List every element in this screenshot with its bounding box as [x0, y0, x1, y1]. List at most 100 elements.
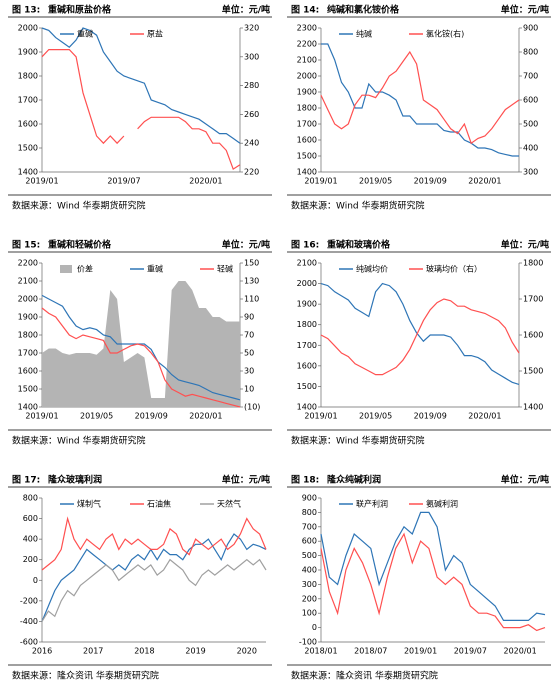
y-tick-label: 700 — [302, 522, 317, 531]
y-tick-label: 1800 — [18, 331, 38, 340]
y-tick-label: -600 — [20, 638, 38, 647]
y-tick-label: 600 — [302, 537, 317, 546]
y2-tick-label: 1800 — [523, 259, 543, 268]
unit-label: 单位：元/吨 — [222, 239, 270, 251]
x-tick-label: 2020/01 — [189, 412, 222, 421]
x-tick-label: 2018/07 — [354, 647, 387, 656]
x-tick-label: 2018/01 — [304, 647, 337, 656]
y-tick-label: 800 — [302, 508, 317, 517]
x-tick-label: 2019/07 — [454, 647, 487, 656]
y-tick-label: 400 — [302, 566, 317, 575]
legend-label: 纯碱均价 — [356, 264, 388, 274]
y-tick-label: 800 — [23, 494, 38, 503]
legend-label: 天然气 — [217, 499, 241, 509]
y-tick-label: 1800 — [18, 72, 38, 81]
x-tick-label: 2020 — [237, 647, 257, 656]
y-tick-label: 1500 — [18, 385, 38, 394]
legend-label: 价差 — [77, 264, 93, 274]
y-tick-label: 200 — [23, 555, 38, 564]
x-tick-label: 2019/05 — [359, 177, 392, 186]
y2-tick-label: 280 — [244, 81, 259, 90]
x-tick-label: 2019/09 — [414, 412, 447, 421]
x-tick-label: 2020/01 — [468, 177, 501, 186]
y-tick-label: 600 — [23, 514, 38, 523]
y2-tick-label: 150 — [244, 259, 259, 268]
y-tick-label: 2100 — [297, 56, 317, 65]
legend-swatch — [60, 265, 72, 273]
legend-label: 氨碱利润 — [426, 499, 458, 509]
y2-tick-label: 600 — [523, 96, 538, 105]
y-tick-label: 1400 — [18, 168, 38, 177]
x-tick-label: 2019/01 — [304, 412, 337, 421]
x-tick-label: 2019/07 — [107, 177, 140, 186]
line-series — [320, 532, 546, 632]
y2-tick-label: 1500 — [523, 367, 543, 376]
legend-label: 轻碱 — [217, 264, 233, 274]
y-tick-label: -200 — [20, 596, 38, 605]
y-tick-label: 2000 — [18, 24, 38, 33]
y2-tick-label: 30 — [244, 367, 254, 376]
y2-tick-label: 400 — [523, 144, 538, 153]
y-tick-label: 1400 — [297, 403, 317, 412]
x-tick-label: 2018 — [134, 647, 154, 656]
y-tick-label: 1700 — [297, 341, 317, 350]
legend-label: 重碱 — [77, 29, 93, 39]
figure-label: 图 15: — [12, 240, 40, 251]
source-note: 数据来源：Wind 华泰期货研究院 — [12, 435, 145, 447]
legend-label: 煤制气 — [77, 499, 101, 509]
figure-label: 图 13: — [12, 5, 40, 16]
x-tick-label: 2017 — [83, 647, 103, 656]
y2-tick-label: 10 — [244, 385, 254, 394]
y2-tick-label: 220 — [244, 168, 259, 177]
legend-label: 原盐 — [147, 29, 163, 39]
y2-tick-label: 1400 — [523, 403, 543, 412]
y2-tick-label: 110 — [244, 295, 259, 304]
figure-label: 图 17: — [12, 475, 40, 486]
y-tick-label: 2000 — [297, 72, 317, 81]
y2-tick-label: 260 — [244, 110, 259, 119]
y-tick-label: 500 — [302, 551, 317, 560]
line-series — [41, 294, 241, 401]
y2-tick-label: 90 — [244, 313, 254, 322]
area-series — [42, 281, 240, 407]
x-tick-label: 2020/01 — [468, 412, 501, 421]
y-tick-label: 1900 — [18, 313, 38, 322]
legend-label: 重碱 — [147, 264, 163, 274]
x-tick-label: 2019/05 — [80, 412, 113, 421]
y-tick-label: 0 — [33, 576, 38, 585]
y-tick-label: 1500 — [297, 152, 317, 161]
y-tick-label: 1700 — [297, 120, 317, 129]
line-series — [41, 533, 267, 622]
unit-label: 单位：元/吨 — [501, 4, 549, 16]
y-tick-label: 1500 — [297, 382, 317, 391]
figure-label: 图 16: — [291, 240, 319, 251]
source-note: 数据来源：Wind 华泰期货研究院 — [12, 200, 145, 212]
line-series — [320, 511, 546, 621]
unit-label: 单位：元/吨 — [501, 474, 549, 486]
line-series — [41, 558, 267, 622]
source-note: 数据来源：Wind 华泰期货研究院 — [291, 200, 424, 212]
line-series — [321, 43, 519, 157]
chart-title: 纯碱和氯化铵价格 — [327, 4, 400, 16]
legend-label: 氯化铵(右) — [426, 29, 464, 39]
chart-title: 重碱和原盐价格 — [48, 4, 112, 16]
y-tick-label: 2100 — [297, 259, 317, 268]
y2-tick-label: 300 — [523, 168, 538, 177]
y-tick-label: 300 — [302, 580, 317, 589]
x-tick-label: 2019/01 — [404, 647, 437, 656]
x-tick-label: 2019/09 — [135, 412, 168, 421]
y-tick-label: 2300 — [297, 24, 317, 33]
y-tick-label: 2000 — [18, 295, 38, 304]
y-tick-label: 2100 — [18, 277, 38, 286]
legend-label: 玻璃均价（右） — [426, 264, 482, 274]
y-tick-label: 1800 — [297, 104, 317, 113]
y-tick-label: 1600 — [18, 120, 38, 129]
line-series — [41, 307, 241, 408]
y2-tick-label: (10) — [244, 403, 260, 412]
unit-label: 单位：元/吨 — [222, 474, 270, 486]
source-note: 数据来源：Wind 华泰期货研究院 — [291, 435, 424, 447]
y-tick-label: 1600 — [18, 367, 38, 376]
y-tick-label: 1600 — [297, 136, 317, 145]
y-tick-label: 900 — [302, 494, 317, 503]
